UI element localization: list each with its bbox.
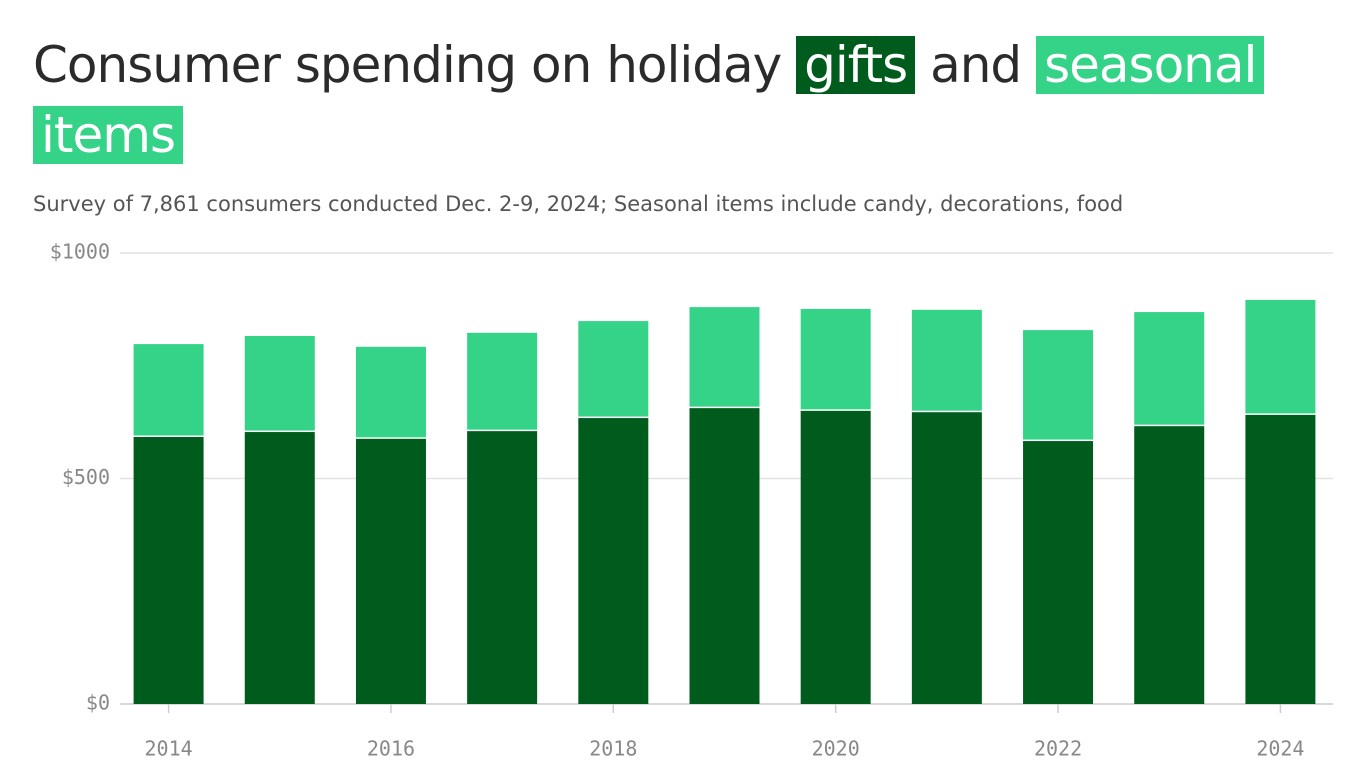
bar-segment bbox=[911, 309, 982, 411]
title-text: Consumer spending on holiday bbox=[33, 36, 782, 94]
bar-segment bbox=[355, 346, 426, 438]
bar-segment bbox=[578, 418, 649, 704]
bar-segment bbox=[911, 412, 982, 704]
bar-segment bbox=[133, 437, 204, 704]
bar-segment bbox=[689, 307, 760, 407]
y-tick-label: $0 bbox=[86, 691, 110, 715]
bar-segment bbox=[244, 432, 315, 704]
bar-segment bbox=[800, 410, 871, 704]
bar-segment bbox=[355, 438, 426, 704]
x-tick-label: 2018 bbox=[589, 737, 637, 761]
title-text: and bbox=[930, 36, 1022, 94]
bar-segment bbox=[1245, 414, 1316, 704]
bar-segment bbox=[467, 431, 538, 704]
legend-gifts: gifts bbox=[796, 36, 916, 94]
x-tick-label: 2022 bbox=[1034, 737, 1082, 761]
y-tick-label: $500 bbox=[62, 465, 110, 489]
x-tick-label: 2024 bbox=[1256, 737, 1304, 761]
bar-segment bbox=[467, 332, 538, 430]
bar-segment bbox=[689, 408, 760, 704]
bar-segment bbox=[1023, 441, 1094, 704]
bar-segment bbox=[578, 321, 649, 417]
x-tick-label: 2016 bbox=[367, 737, 415, 761]
bar-segment bbox=[1134, 312, 1205, 425]
y-tick-label: $1000 bbox=[50, 240, 110, 264]
bar-segment bbox=[1023, 330, 1094, 440]
x-tick-label: 2014 bbox=[145, 737, 193, 761]
x-tick-label: 2020 bbox=[812, 737, 860, 761]
bar-segment bbox=[1134, 426, 1205, 704]
bar-segment bbox=[133, 344, 204, 436]
bar-segment bbox=[244, 335, 315, 431]
chart-title: Consumer spending on holiday gifts and s… bbox=[33, 30, 1313, 170]
bar-segment bbox=[1245, 299, 1316, 414]
chart-subtitle: Survey of 7,861 consumers conducted Dec.… bbox=[33, 192, 1124, 216]
bar-segment bbox=[800, 308, 871, 410]
